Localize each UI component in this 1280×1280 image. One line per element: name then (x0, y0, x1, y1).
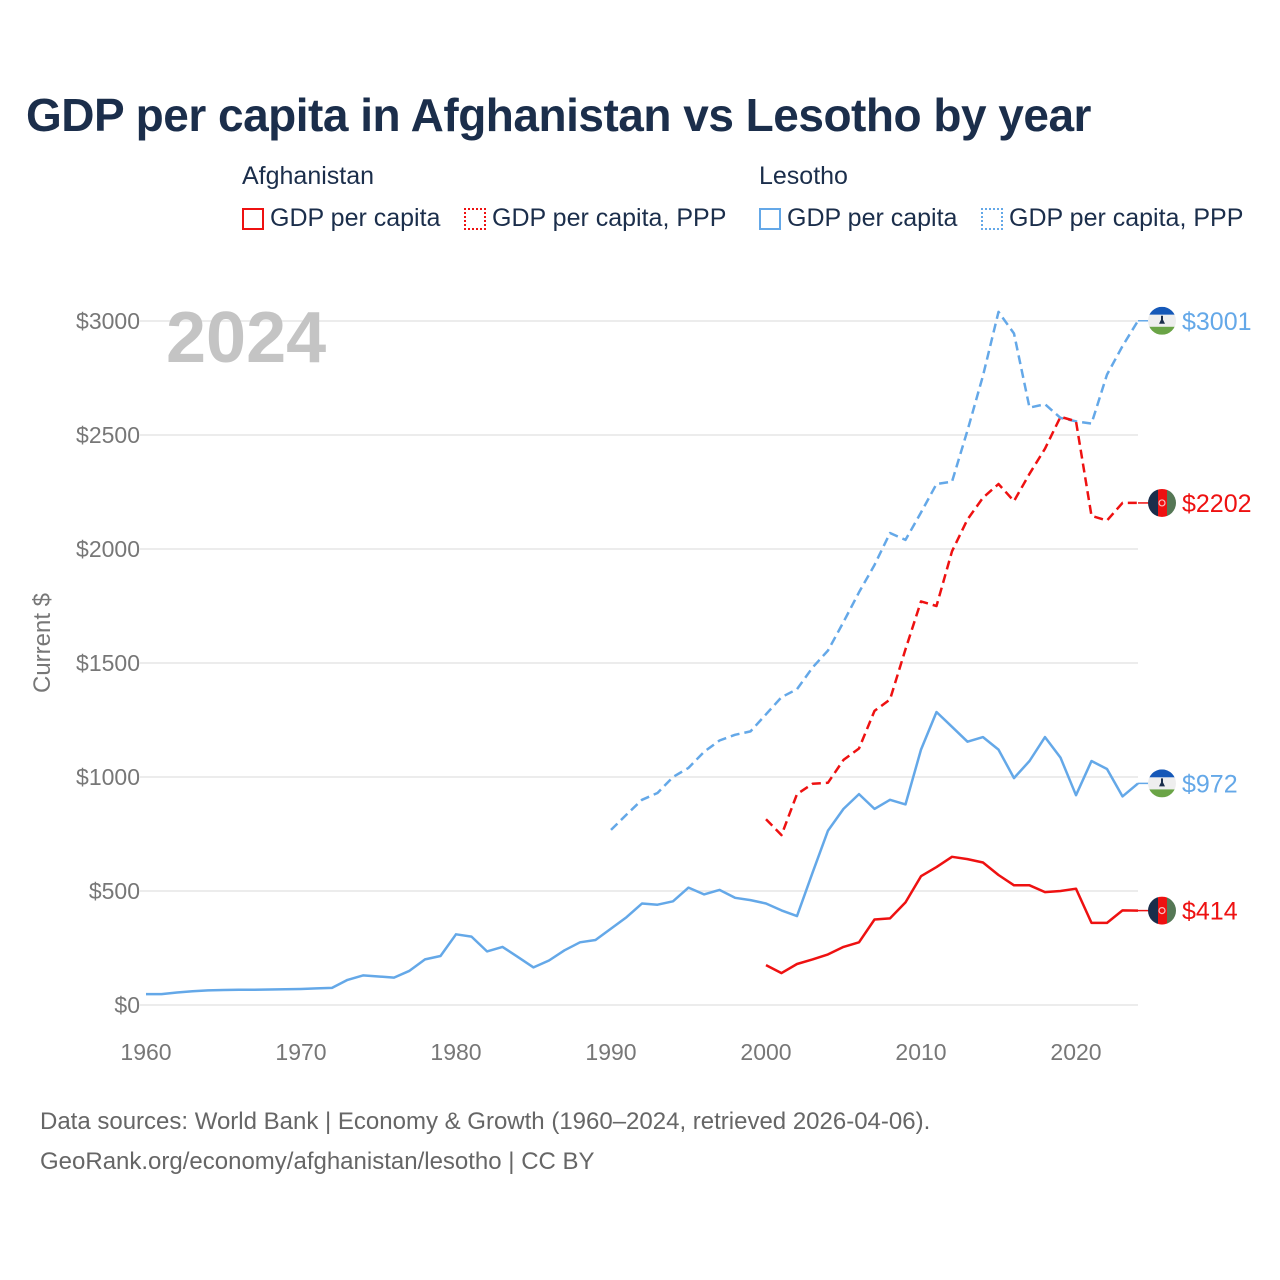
afghanistan-flag-icon (1148, 896, 1176, 925)
series-line-afghanistan-gdp-per-capita (765, 855, 1139, 975)
legend-label: GDP per capita (787, 204, 958, 232)
y-tick-label: $1500 (76, 650, 140, 676)
lesotho-flag-icon (1148, 306, 1176, 335)
y-axis-label: Current $ (29, 593, 56, 693)
dotted-swatch-icon (464, 207, 486, 230)
y-tick-label: $2500 (76, 422, 140, 448)
end-value-label: $2202 (1182, 490, 1252, 518)
y-tick-label: $0 (114, 992, 140, 1018)
footer-sources: Data sources: World Bank | Economy & Gro… (40, 1108, 931, 1135)
x-tick-label: 2010 (895, 1039, 946, 1065)
end-value-label: $972 (1182, 770, 1238, 798)
end-value-label: $414 (1182, 898, 1238, 926)
series-line-lesotho-gdp-per-capita (146, 710, 1139, 996)
legend-label: GDP per capita, PPP (492, 204, 727, 232)
x-tick-label: 1960 (120, 1039, 171, 1065)
solid-swatch-icon (759, 207, 781, 230)
legend-item-afghanistan-ppp[interactable]: GDP per capita, PPP (464, 204, 726, 233)
legend-item-lesotho-ppp[interactable]: GDP per capita, PPP (981, 204, 1243, 233)
year-watermark: 2024 (166, 298, 326, 378)
legend-group-afghanistan: Afghanistan (242, 162, 375, 190)
y-tick-label: $3000 (76, 308, 140, 334)
x-tick-label: 1970 (275, 1039, 326, 1065)
lesotho-flag-icon (1148, 769, 1176, 798)
legend-item-lesotho-gdp[interactable]: GDP per capita (759, 204, 957, 233)
afghanistan-flag-icon (1148, 488, 1176, 517)
y-tick-label: $500 (89, 878, 140, 904)
x-tick-label: 1980 (430, 1039, 481, 1065)
legend-label: GDP per capita, PPP (1009, 204, 1244, 232)
legend-group-lesotho: Lesotho (759, 162, 848, 190)
x-tick-label: 2000 (740, 1039, 791, 1065)
solid-swatch-icon (242, 207, 264, 230)
legend-item-afghanistan-gdp[interactable]: GDP per capita (242, 204, 440, 233)
y-tick-label: $2000 (76, 536, 140, 562)
x-tick-label: 2020 (1050, 1039, 1101, 1065)
y-tick-label: $1000 (76, 764, 140, 790)
end-value-label: $3001 (1182, 308, 1252, 336)
chart-title: GDP per capita in Afghanistan vs Lesotho… (26, 89, 1091, 141)
dotted-swatch-icon (981, 207, 1003, 230)
footer-link[interactable]: GeoRank.org/economy/afghanistan/lesotho … (40, 1148, 595, 1175)
series-line-lesotho-gdp-per-capita-ppp (610, 310, 1140, 831)
x-tick-label: 1990 (585, 1039, 636, 1065)
legend-label: GDP per capita (270, 204, 441, 232)
